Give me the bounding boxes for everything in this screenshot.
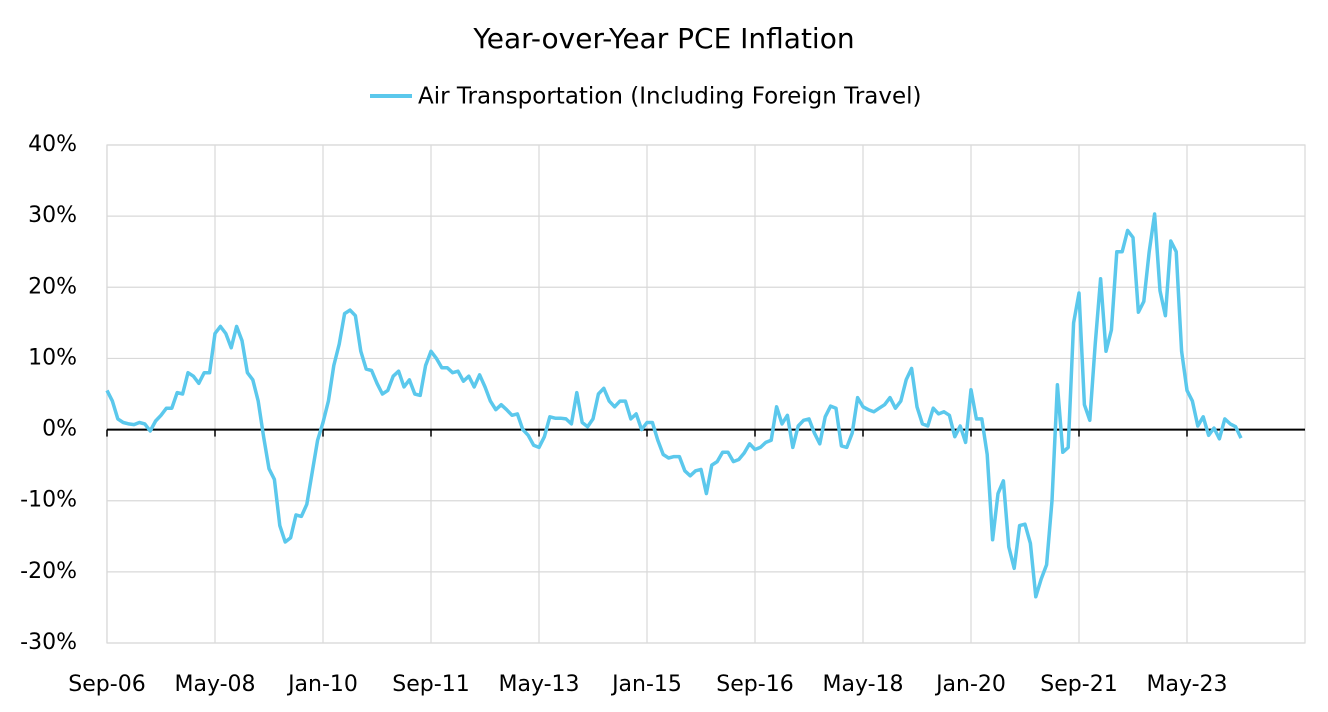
- x-tick-label: May-18: [822, 672, 903, 697]
- x-tick-label: May-08: [174, 672, 255, 697]
- x-tick-label: May-13: [498, 672, 579, 697]
- y-tick-label: 0%: [42, 417, 77, 442]
- y-tick-label: -20%: [20, 559, 77, 584]
- x-tick-label: Jan-20: [934, 672, 1006, 697]
- y-tick-label: 40%: [28, 132, 77, 157]
- y-tick-label: -10%: [20, 488, 77, 513]
- y-tick-label: 30%: [28, 203, 77, 228]
- series-line: [105, 212, 1243, 599]
- x-tick-label: Jan-10: [286, 672, 358, 697]
- plot-border: [106, 144, 1306, 644]
- chart-title: Year-over-Year PCE Inflation: [472, 22, 854, 55]
- y-tick-label: -30%: [20, 630, 77, 655]
- x-tick-label: Sep-21: [1040, 672, 1117, 697]
- y-tick-label: 20%: [28, 274, 77, 299]
- x-tick-label: May-23: [1146, 672, 1227, 697]
- legend-label: Air Transportation (Including Foreign Tr…: [418, 84, 922, 110]
- x-tick-label: Sep-16: [716, 672, 793, 697]
- x-tick-label: Jan-15: [610, 672, 682, 697]
- y-tick-label: 10%: [28, 345, 77, 370]
- x-tick-label: Sep-06: [68, 672, 145, 697]
- x-tick-label: Sep-11: [392, 672, 469, 697]
